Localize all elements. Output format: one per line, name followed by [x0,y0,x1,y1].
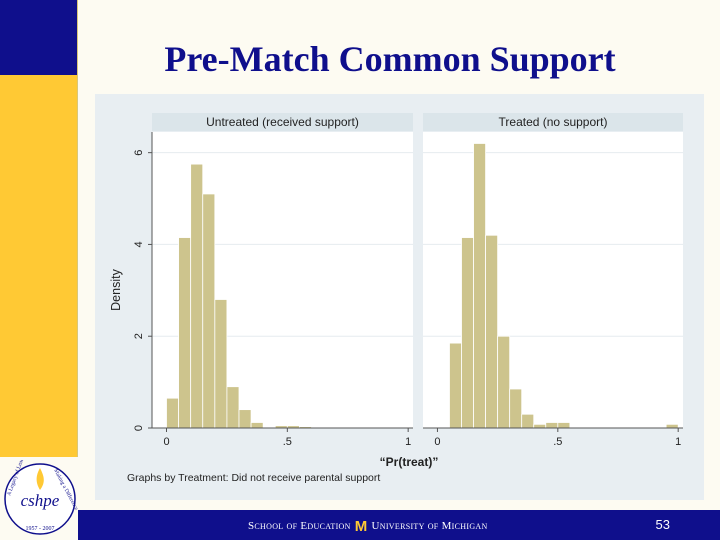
logo-ring [4,463,76,535]
histogram-figure: Density “Pr(treat)” Graphs by Treatment:… [95,94,704,500]
panel-header-1 [423,113,683,131]
y-tick-label-0: 0 [133,425,145,431]
bar-0-4 [214,299,228,429]
histogram-chart: Density “Pr(treat)” Graphs by Treatment:… [95,94,704,500]
footer-institution: School of Education M University of Mich… [248,517,538,535]
bar-0-1 [178,237,192,429]
x-tick-label-1-1: .5 [553,436,562,448]
y-tick-label-3: 6 [133,150,145,156]
footer-bar: School of Education M University of Mich… [78,510,720,540]
chart-note: Graphs by Treatment: Did not receive par… [127,472,380,484]
panel-header-0 [152,113,413,131]
bar-0-2 [190,163,204,429]
bar-1-7 [533,423,547,429]
x-tick-label-1-0: 0 [434,436,440,448]
y-tick-label-1: 2 [133,333,145,339]
bar-0-6 [238,409,252,429]
footer-school-text: School of Education [248,520,351,532]
panel-title-0: Untreated (received support) [206,115,359,129]
bar-0-5 [226,386,240,429]
cshpe-logo: cshpe A Legacy of Leaders Making a Diffe… [2,460,78,538]
y-tick-label-2: 4 [133,241,145,247]
page-number: 53 [655,517,670,532]
bar-1-10 [665,423,679,429]
x-tick-label-1-2: 1 [675,436,681,448]
bar-1-2 [473,143,486,429]
bar-1-3 [485,234,499,429]
slide-title: Pre-Match Common Support [164,39,616,79]
bar-1-0 [449,342,462,429]
x-tick-label-0-0: 0 [163,436,169,448]
footer-university-text: University of Michigan [371,520,488,532]
bar-1-9 [557,422,571,429]
panel-title-1: Treated (no support) [499,115,608,129]
bar-1-4 [497,335,511,429]
y-axis-label: Density [109,268,123,310]
x-tick-label-0-2: 1 [405,436,411,448]
bar-0-3 [202,193,216,429]
bar-1-5 [509,388,523,429]
logo-ring-text-bottom: 1957 - 2007 [26,526,55,532]
panel-group: Untreated (received support) 0 .5 1 0 2 4 6 Trea… [133,113,683,448]
bar-1-8 [545,422,559,429]
bar-0-7 [250,422,264,429]
x-tick-label-0-1: .5 [283,436,292,448]
bar-0-0 [166,397,179,429]
x-axis-label: “Pr(treat)” [380,455,439,469]
sidebar-gold-block [0,75,77,457]
block-m-icon: M [354,517,368,535]
sidebar-divider [77,0,78,457]
logo-wordmark: cshpe [21,491,60,510]
sidebar-navy-block [0,0,77,75]
bar-1-6 [521,413,535,429]
flame-icon [36,468,44,490]
bar-1-1 [461,237,474,429]
